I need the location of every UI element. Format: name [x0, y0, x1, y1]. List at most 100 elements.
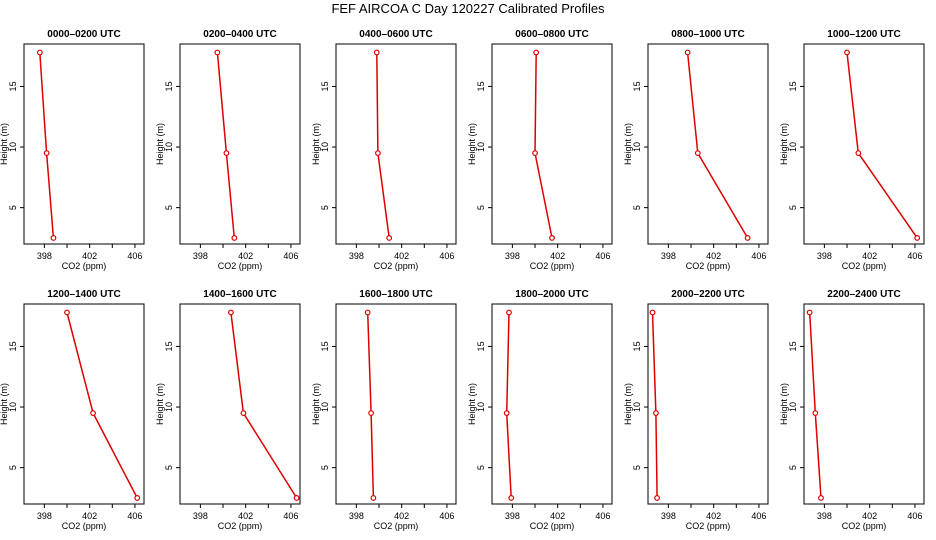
- y-tick-label: 15: [476, 81, 486, 91]
- panel-6: 1000–1200 UTC 398 402 406 5 10 15 CO2 (ppm) Heig…: [779, 29, 925, 271]
- x-axis-label: CO2 (ppm): [218, 261, 263, 271]
- x-axis-label: CO2 (ppm): [62, 261, 107, 271]
- y-tick-label: 15: [320, 341, 330, 351]
- x-axis-label: CO2 (ppm): [374, 521, 419, 531]
- y-tick-label: 5: [320, 465, 330, 470]
- figure-title: FEF AIRCOA C Day 120227 Calibrated Profi…: [331, 1, 605, 16]
- y-axis-label: Height (m): [0, 123, 9, 165]
- x-tick-label: 398: [817, 511, 832, 521]
- panel-9: 1600–1800 UTC 398 402 406 5 10 15 CO2 (ppm) Heig…: [311, 289, 457, 531]
- plot-frame: [23, 303, 145, 505]
- x-axis-label: CO2 (ppm): [686, 521, 731, 531]
- data-point: [549, 235, 555, 241]
- y-tick-label: 10: [320, 142, 330, 152]
- x-tick-label: 398: [505, 251, 520, 261]
- y-axis-label: Height (m): [0, 383, 9, 425]
- panel-4: 0600–0800 UTC 398 402 406 5 10 15 CO2 (ppm) Heig…: [467, 29, 613, 271]
- x-tick-label: 406: [283, 511, 298, 521]
- panel-7: 1200–1400 UTC 398 402 406 5 10 15 CO2 (ppm) Heig…: [0, 289, 145, 531]
- y-tick-label: 5: [320, 205, 330, 210]
- data-point: [368, 410, 374, 416]
- profile-line: [39, 52, 55, 238]
- panel-title: 1800–2000 UTC: [515, 289, 588, 300]
- data-point: [214, 49, 221, 56]
- panel-10: 1800–2000 UTC 398 402 406 5 10 15 CO2 (ppm) Heig…: [467, 289, 613, 531]
- plot-frame: [335, 303, 457, 505]
- x-tick-label: 398: [817, 251, 832, 261]
- x-tick-label: 402: [550, 251, 565, 261]
- data-point: [231, 235, 238, 241]
- profile-line: [651, 312, 658, 498]
- panel-11: 2000–2200 UTC 398 402 406 5 10 15 CO2 (ppm) Heig…: [623, 289, 769, 531]
- data-point: [532, 150, 538, 156]
- plot-frame: [179, 43, 301, 245]
- y-tick-label: 5: [788, 205, 798, 210]
- y-axis-label: Height (m): [779, 123, 789, 165]
- profile-line: [505, 312, 512, 498]
- y-tick-label: 15: [8, 81, 18, 91]
- data-point: [533, 49, 540, 56]
- y-tick-label: 5: [476, 205, 486, 210]
- data-point: [812, 410, 819, 416]
- data-point: [374, 150, 381, 156]
- data-point: [370, 495, 377, 501]
- y-tick-label: 10: [476, 402, 486, 412]
- x-tick-label: 402: [394, 251, 409, 261]
- y-axis-label: Height (m): [779, 383, 789, 425]
- y-tick-label: 5: [164, 205, 174, 210]
- data-point: [694, 150, 701, 156]
- x-tick-label: 406: [751, 251, 766, 261]
- data-point: [684, 49, 691, 56]
- y-tick-label: 5: [632, 465, 642, 470]
- data-point: [503, 410, 510, 416]
- x-tick-label: 402: [550, 511, 565, 521]
- data-point: [508, 495, 515, 501]
- y-axis-label: Height (m): [311, 383, 321, 425]
- data-point: [818, 495, 824, 501]
- x-axis-label: CO2 (ppm): [218, 521, 263, 531]
- x-tick-label: 402: [862, 511, 877, 521]
- x-tick-label: 406: [127, 251, 142, 261]
- y-tick-label: 10: [320, 402, 330, 412]
- profile-line: [66, 312, 138, 499]
- panel-title: 2200–2400 UTC: [827, 289, 900, 300]
- profile-line: [808, 312, 822, 498]
- y-axis-label: Height (m): [311, 123, 321, 165]
- data-point: [228, 309, 234, 316]
- x-axis-label: CO2 (ppm): [686, 261, 731, 271]
- y-axis-label: Height (m): [467, 383, 477, 425]
- x-tick-label: 398: [349, 251, 364, 261]
- data-point: [914, 235, 921, 241]
- data-point: [653, 410, 659, 416]
- y-axis-label: Height (m): [155, 123, 165, 165]
- profile-line: [216, 52, 236, 238]
- data-point: [50, 235, 57, 241]
- profile-line: [686, 52, 749, 239]
- panel-title: 0400–0600 UTC: [359, 29, 432, 40]
- y-tick-label: 10: [164, 142, 174, 152]
- x-tick-label: 398: [37, 251, 52, 261]
- panel-12: 2200–2400 UTC 398 402 406 5 10 15 CO2 (ppm) Heig…: [779, 289, 925, 531]
- x-axis-label: CO2 (ppm): [374, 261, 419, 271]
- data-point: [240, 410, 247, 416]
- panel-title: 1400–1600 UTC: [203, 289, 276, 300]
- panel-2: 0200–0400 UTC 398 402 406 5 10 15 CO2 (ppm) Heig…: [155, 29, 301, 271]
- plot-frame: [491, 303, 613, 505]
- y-tick-label: 5: [8, 205, 18, 210]
- y-tick-label: 15: [788, 341, 798, 351]
- y-tick-label: 15: [476, 341, 486, 351]
- y-axis-label: Height (m): [623, 123, 633, 165]
- x-tick-label: 406: [127, 511, 142, 521]
- data-point: [386, 235, 393, 241]
- x-tick-label: 406: [595, 251, 610, 261]
- x-tick-label: 406: [595, 511, 610, 521]
- panel-1: 0000–0200 UTC 398 402 406 5 10 15 CO2 (ppm) Heig…: [0, 29, 145, 271]
- data-point: [134, 495, 141, 501]
- y-tick-label: 15: [320, 81, 330, 91]
- data-point: [43, 150, 50, 156]
- plot-frame: [335, 43, 457, 245]
- panel-title: 1200–1400 UTC: [47, 289, 120, 300]
- x-axis-label: CO2 (ppm): [530, 521, 575, 531]
- data-point: [654, 495, 660, 501]
